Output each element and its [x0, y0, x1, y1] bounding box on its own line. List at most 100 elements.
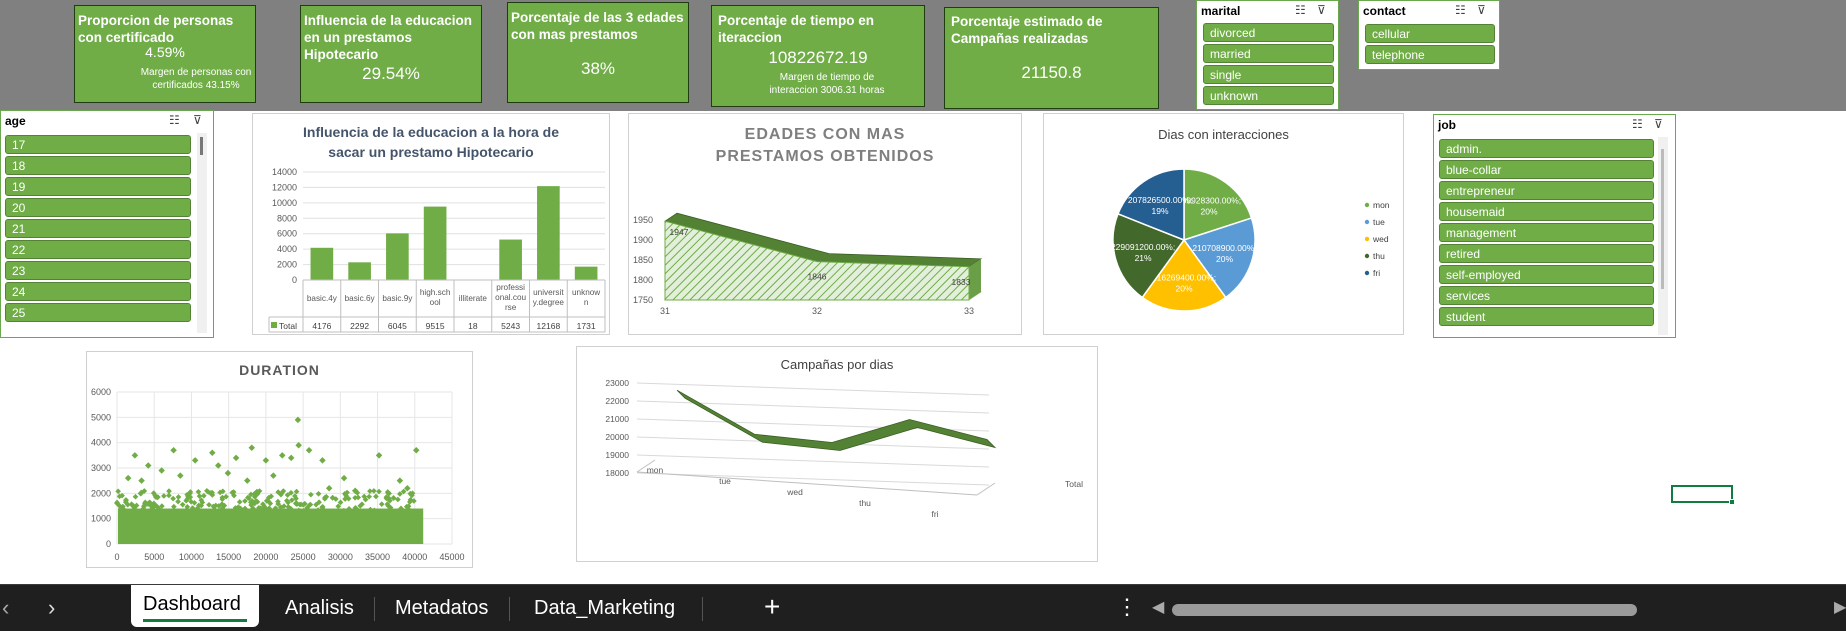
slicer-job[interactable]: job ☷ ⊽ admin. blue-collar entrepreneur hou… — [1433, 114, 1676, 338]
horizontal-scrollbar[interactable] — [1172, 604, 1637, 616]
tab-analisis[interactable]: Analisis — [285, 597, 354, 619]
slicer-item[interactable]: single — [1203, 65, 1334, 84]
legend-key — [1364, 219, 1370, 225]
slicer-item[interactable]: married — [1203, 44, 1334, 63]
slicer-item[interactable]: admin. — [1439, 139, 1654, 158]
slicer-item[interactable]: self-employed — [1439, 265, 1654, 284]
kpi-campanas[interactable]: Porcentaje estimado de Campañas realizad… — [944, 7, 1159, 109]
slicer-item[interactable]: student — [1439, 307, 1654, 326]
slicer-item[interactable]: management — [1439, 223, 1654, 242]
scatter-point — [200, 492, 207, 499]
tab-data-marketing[interactable]: Data_Marketing — [534, 597, 676, 619]
scatter-point — [138, 477, 145, 484]
scatter-point — [244, 477, 251, 484]
chart-title: Dias con interacciones — [1158, 127, 1289, 142]
tab-metadatos[interactable]: Metadatos — [395, 597, 489, 619]
legend-label: wed — [1372, 234, 1389, 244]
chart-duration[interactable]: DURATION 0 5000 10000 15000 20000 25000 30000 3… — [86, 351, 473, 568]
x-tick-label: 32 — [812, 306, 822, 316]
clear-filter-icon[interactable]: ⊽ — [1317, 3, 1326, 17]
bar — [348, 262, 371, 280]
pie-chart: 209928300.00%;20%mon210708900.00%;20%tue… — [1111, 168, 1390, 312]
vertical-ellipsis-icon[interactable]: ⋮ — [1116, 594, 1138, 619]
scroll-left-icon[interactable]: ◀ — [1152, 599, 1165, 616]
y-tick-label: 6000 — [91, 387, 111, 397]
slicer-scrollbar[interactable] — [197, 133, 207, 333]
slicer-item[interactable]: unknown — [1203, 86, 1334, 105]
scatter-point — [284, 497, 290, 504]
scatter-point — [407, 496, 414, 503]
category-label: basic.9y — [382, 294, 413, 303]
tab-dashboard[interactable]: Dashboard — [131, 585, 259, 627]
multi-select-icon[interactable]: ☷ — [1632, 117, 1643, 131]
slicer-item[interactable]: 18 — [5, 156, 191, 175]
scatter-point — [337, 499, 344, 506]
chart-educacion[interactable]: Influencia de la educacion a la hora de … — [252, 113, 610, 335]
slicer-item[interactable]: blue-collar — [1439, 160, 1654, 179]
slicer-title: contact — [1363, 4, 1406, 18]
legend-label: thu — [1373, 251, 1385, 261]
slicer-item[interactable]: 21 — [5, 219, 191, 238]
slicer-item[interactable]: telephone — [1365, 45, 1495, 64]
y-tick-label: 1850 — [633, 255, 653, 265]
chart-dias[interactable]: Dias con interacciones 209928300.00%; 20%… — [1043, 113, 1404, 335]
kpi-tiempo[interactable]: Porcentaje de tiempo en iteraccion 10822… — [711, 5, 925, 107]
worksheet-dashboard[interactable]: Proporcion de personas con certificado 4… — [0, 0, 1846, 584]
multi-select-icon[interactable]: ☷ — [1295, 3, 1306, 17]
scatter-point — [397, 491, 403, 497]
kpi-title: Influencia de la educacion en un prestam… — [304, 13, 473, 62]
bar — [310, 247, 334, 280]
selected-cell[interactable] — [1671, 485, 1733, 503]
chart-campanas[interactable]: Campañas por dias 18000 19000 20000 21000 22… — [576, 346, 1098, 562]
scatter-point — [285, 504, 292, 510]
legend-key — [1364, 236, 1370, 242]
x-tick-label: thu — [859, 498, 871, 508]
slicer-item[interactable]: services — [1439, 286, 1654, 305]
slicer-item[interactable]: entrepreneur — [1439, 181, 1654, 200]
y-tick-label: 18000 — [605, 468, 629, 478]
slicer-item[interactable]: 22 — [5, 240, 191, 259]
slicer-item[interactable]: retired — [1439, 244, 1654, 263]
kpi-educacion[interactable]: Influencia de la educacion en un prestam… — [300, 5, 482, 103]
scatter-point — [141, 488, 148, 494]
kpi-certificado[interactable]: Proporcion de personas con certificado 4… — [74, 5, 256, 103]
slicer-item[interactable]: 19 — [5, 177, 191, 196]
multi-select-icon[interactable]: ☷ — [169, 113, 180, 127]
slicer-contact[interactable]: contact ☷ ⊽ cellular telephone — [1358, 0, 1500, 70]
scatter-point — [204, 488, 210, 494]
kpi-value: 4.59% — [145, 44, 185, 60]
slicer-item[interactable]: divorced — [1203, 23, 1334, 42]
y-tick-label: 3000 — [91, 463, 111, 473]
multi-select-icon[interactable]: ☷ — [1455, 3, 1466, 17]
slicer-marital[interactable]: marital ☷ ⊽ divorced married single unkn… — [1196, 0, 1339, 110]
clear-filter-icon[interactable]: ⊽ — [193, 113, 202, 127]
slicer-item[interactable]: 23 — [5, 261, 191, 280]
data-label: 1846 — [808, 272, 827, 282]
chart-edades[interactable]: EDADES CON MAS PRESTAMOS OBTENIDOS 1750 1… — [628, 113, 1022, 335]
pie-slice-fri — [1117, 168, 1185, 242]
y-tick-label: 8000 — [277, 213, 297, 223]
chevron-left-icon[interactable]: ‹ — [2, 595, 10, 620]
clear-filter-icon[interactable]: ⊽ — [1654, 117, 1663, 131]
kpi-value: 29.54% — [362, 64, 420, 83]
slicer-item[interactable]: 20 — [5, 198, 191, 217]
slicer-item[interactable]: housemaid — [1439, 202, 1654, 221]
slicer-item[interactable]: 17 — [5, 135, 191, 154]
kpi-title: Porcentaje estimado de Campañas realizad… — [951, 14, 1103, 46]
clear-filter-icon[interactable]: ⊽ — [1477, 3, 1486, 17]
scroll-right-icon[interactable]: ▶ — [1834, 599, 1846, 616]
slicer-item[interactable]: 24 — [5, 282, 191, 301]
slicer-item[interactable]: cellular — [1365, 24, 1495, 43]
scatter-point — [292, 493, 298, 499]
slicer-item[interactable]: 25 — [5, 303, 191, 322]
plus-icon[interactable]: + — [764, 591, 781, 622]
fill-handle[interactable] — [1729, 499, 1735, 505]
y-tick-label: 5000 — [91, 412, 111, 422]
chevron-right-icon[interactable]: › — [48, 595, 56, 620]
slicer-age[interactable]: age ☷ ⊽ 17 18 19 20 21 22 23 24 25 — [0, 110, 214, 338]
slicer-scrollbar[interactable] — [1658, 137, 1668, 335]
kpi-edades[interactable]: Porcentaje de las 3 edades con mas prest… — [507, 2, 689, 103]
category-label: basic.4y — [307, 294, 338, 303]
scatter-point — [248, 502, 254, 508]
scatter-point — [315, 490, 322, 497]
